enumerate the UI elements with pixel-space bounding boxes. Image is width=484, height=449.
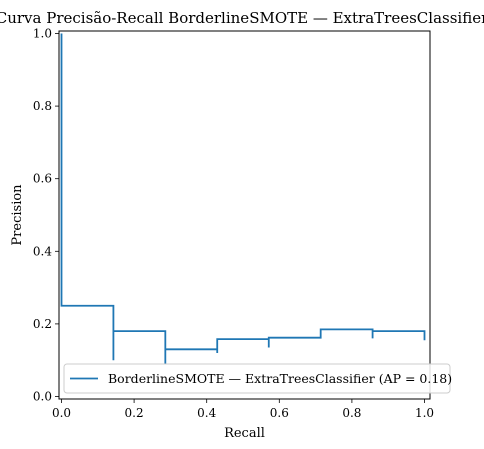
y-axis-title: Precision: [10, 184, 25, 246]
plot-frame: [58, 30, 431, 400]
legend-box: [63, 363, 451, 394]
y-tick-label: 0.4: [33, 244, 52, 258]
legend: BorderlineSMOTE — ExtraTreesClassifier (…: [63, 363, 452, 394]
y-tick-label: 1.0: [33, 27, 52, 41]
x-axis-title: Recall: [224, 426, 265, 441]
y-tick-label: 0.0: [33, 390, 52, 404]
legend-label: BorderlineSMOTE — ExtraTreesClassifier (…: [108, 371, 452, 386]
x-axis-ticks: 0.0 0.2 0.4 0.6 0.8 1.0: [52, 399, 434, 420]
y-axis-ticks: 0.0 0.2 0.4 0.6 0.8 1.0: [33, 27, 59, 404]
x-tick-label: 0.8: [342, 406, 361, 420]
x-tick-label: 0.2: [125, 406, 144, 420]
series-line: [60, 33, 426, 364]
x-tick-label: 1.0: [415, 406, 434, 420]
x-tick-label: 0.6: [270, 406, 289, 420]
y-tick-label: 0.6: [33, 172, 52, 186]
y-tick-label: 0.8: [33, 99, 52, 113]
x-tick-label: 0.0: [52, 406, 71, 420]
y-tick-label: 0.2: [33, 317, 52, 331]
x-tick-label: 0.4: [197, 406, 216, 420]
chart-title: Curva Precisão-Recall BorderlineSMOTE — …: [0, 9, 484, 27]
